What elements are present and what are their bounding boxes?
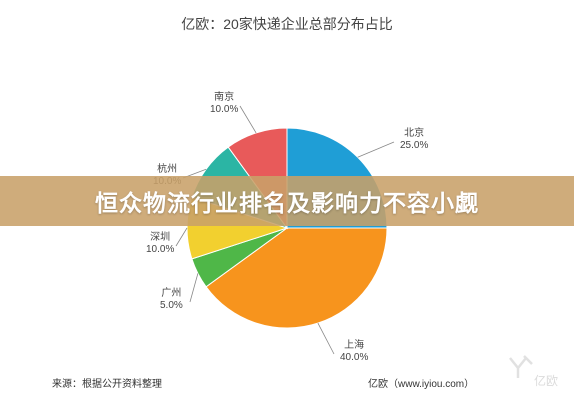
slice-label-name: 上海	[344, 340, 365, 351]
slice-label-value: 25.0%	[400, 140, 429, 151]
slice-label-value: 10.0%	[146, 244, 175, 255]
leader-line-2	[189, 273, 199, 303]
slice-label-0: 北京 25.0%	[400, 128, 428, 152]
slice-label-3: 深圳 10.0%	[146, 232, 174, 256]
slice-label-name: 北京	[404, 128, 425, 139]
slice-label-name: 南京	[214, 92, 235, 103]
footer-site: 亿欧（www.iyiou.com）	[368, 379, 475, 390]
slice-label-name: 杭州	[157, 164, 178, 175]
iyiou-logo-icon: 亿欧	[506, 350, 566, 394]
headline-banner: 恒众物流行业排名及影响力不容小觑	[0, 176, 574, 226]
slice-label-value: 5.0%	[160, 300, 183, 311]
watermark-text: 亿欧	[534, 374, 559, 388]
leader-line-1	[317, 322, 335, 355]
slice-label-name: 深圳	[150, 232, 171, 243]
leader-line-0	[357, 141, 395, 158]
slice-label-name: 广州	[161, 288, 182, 299]
iyiou-logo-mark-icon	[509, 355, 533, 378]
pie-slice-1	[205, 227, 388, 329]
chart-title: 亿欧：20家快递企业总部分布占比	[181, 16, 393, 32]
leader-line-3	[175, 227, 188, 247]
slice-label-value: 10.0%	[210, 104, 239, 115]
slice-label-2: 广州 5.0%	[160, 288, 183, 312]
footer-source: 来源：根据公开资料整理	[52, 379, 162, 390]
slice-label-5: 南京 10.0%	[210, 92, 238, 116]
slice-label-value: 40.0%	[340, 352, 369, 363]
headline-text: 恒众物流行业排名及影响力不容小觑	[95, 190, 479, 216]
leader-line-5	[239, 105, 257, 134]
slice-label-1: 上海 40.0%	[340, 340, 368, 364]
